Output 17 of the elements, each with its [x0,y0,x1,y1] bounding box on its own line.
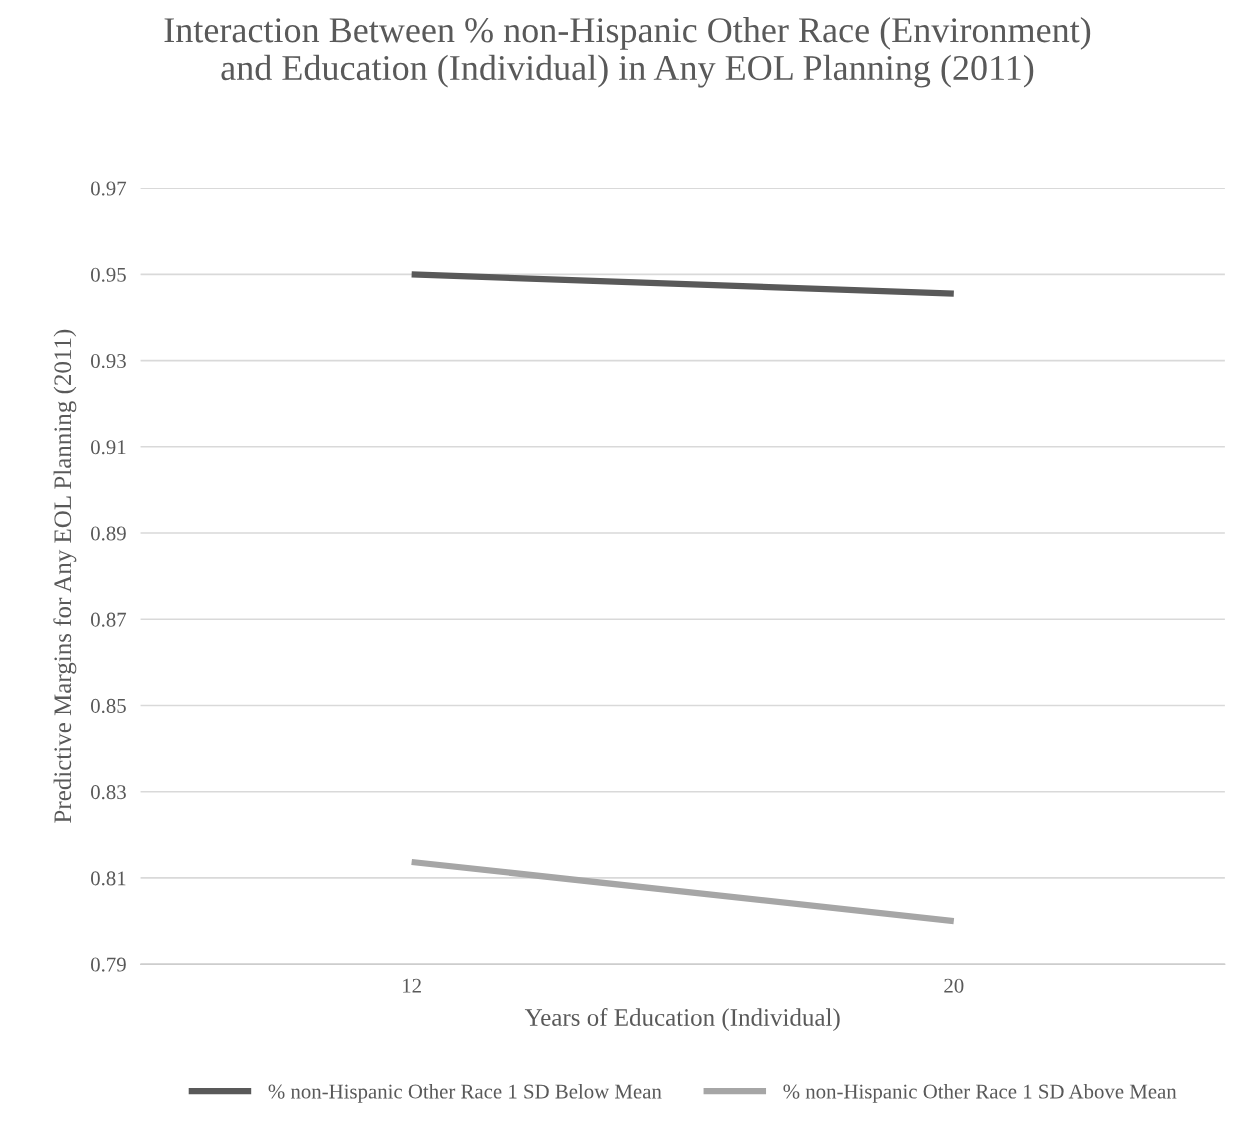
x-tick-label: 20 [944,978,964,993]
y-tick-label: 0.97 [91,181,127,196]
y-tick-label: 0.91 [91,440,126,455]
x-axis-title: Years of Education (Individual) [524,1008,840,1031]
y-tick-label: 0.83 [91,785,126,800]
y-tick-label: 0.81 [91,871,126,886]
y-tick-label: 0.85 [91,698,126,714]
chart-title: Interaction Between % non-Hispanic Other Race (Environment) and Education (Individual) in Any EOL Planning (2011) [164,17,1091,88]
legend-label: % non-Hispanic Other Race 1 SD Below Mean [268,1083,662,1103]
y-tick-label: 0.95 [91,267,126,282]
x-tick-label: 12 [403,978,421,993]
y-tick-label: 0.93 [91,353,126,369]
y-tick-label: 0.89 [91,526,126,541]
y-axis-title: Predictive Margins for Any EOL Planning (2011) [53,329,77,823]
legend-label: % non-Hispanic Other Race 1 SD Above Mean [783,1083,1177,1103]
y-tick-label: 0.79 [91,957,126,972]
y-tick-label: 0.87 [91,612,127,627]
